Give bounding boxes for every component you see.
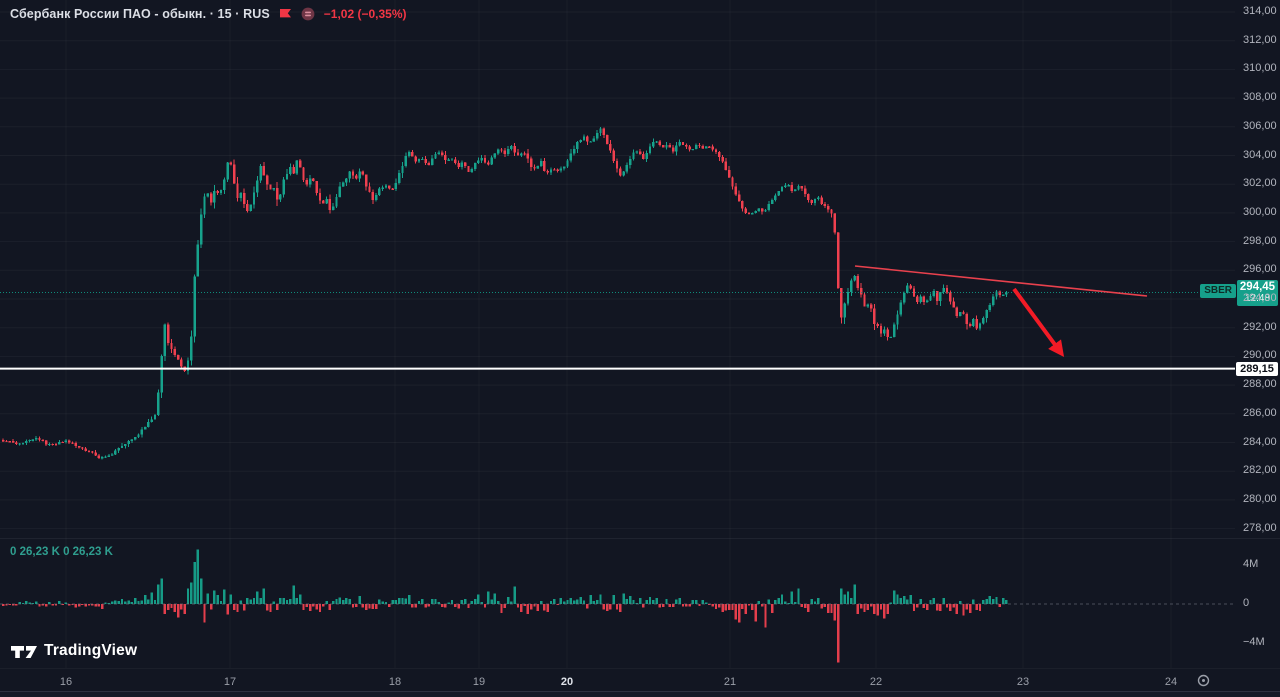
timezone-clock-icon[interactable] [1197, 674, 1210, 692]
price-tick-label: 296,00 [1243, 263, 1277, 276]
level-price-label: 289,15 [1236, 362, 1278, 376]
day-tick-label: 22 [869, 676, 883, 688]
symbol-title[interactable]: Сбербанк России ПАО - обыкн. · 15 · RUS [10, 7, 270, 21]
last-price-time: 12:48 [1244, 293, 1271, 304]
day-tick-label: 21 [723, 676, 737, 688]
price-tick-label: 286,00 [1243, 406, 1277, 419]
day-tick-label: 23 [1016, 676, 1030, 688]
volume-tick-label: 4M [1243, 558, 1259, 570]
bottom-border [0, 691, 1280, 692]
price-tick-label: 310,00 [1243, 62, 1277, 75]
last-price-value: 294,45 [1239, 281, 1276, 293]
downtrend-line[interactable] [854, 265, 1148, 297]
tradingview-logo[interactable]: TradingView [10, 642, 137, 660]
volume-indicator-values: 0 26,23 K 0 26,23 K [10, 546, 113, 558]
day-tick-label: 18 [388, 676, 402, 688]
price-tick-label: 282,00 [1243, 464, 1277, 477]
day-tick-label: 16 [59, 676, 73, 688]
overlay-drawings[interactable] [0, 265, 1235, 605]
tradingview-logo-text: TradingView [44, 642, 138, 659]
day-tick-label: 17 [223, 676, 237, 688]
price-tick-label: 284,00 [1243, 435, 1277, 448]
tradingview-logo-icon [11, 645, 37, 658]
symbol-price-tag: SBER [1200, 284, 1236, 298]
price-tick-label: 294,00 [1243, 292, 1277, 304]
volume-bars-layer [2, 549, 1008, 663]
day-tick-label: 24 [1164, 676, 1178, 688]
price-tick-label: 290,00 [1243, 349, 1277, 362]
price-tick-label: 288,00 [1243, 378, 1277, 391]
volume-tick-label: −4M [1243, 636, 1265, 648]
sell-arrow[interactable] [1012, 287, 1065, 357]
price-axis[interactable]: SBER 294,45 12:48 289,15 314,00 312,00 310… [1200, 0, 1280, 697]
last-price-label: 294,45 12:48 [1237, 280, 1278, 306]
price-tick-label: 300,00 [1243, 205, 1277, 218]
time-axis[interactable]: 16 17 18 19 20 21 22 23 24 [0, 668, 1280, 697]
price-tick-label: 306,00 [1243, 119, 1277, 132]
day-tick-label: 20 [560, 676, 574, 688]
exchange-badge-icon [301, 7, 315, 21]
price-tick-label: 278,00 [1243, 521, 1277, 534]
candles-layer [2, 127, 1008, 460]
pane-separator [0, 538, 1280, 539]
gridlines [0, 0, 1235, 668]
volume-tick-label: 0 [1243, 597, 1250, 609]
price-change: −1,02 (−0,35%) [323, 7, 407, 21]
price-tick-label: 304,00 [1243, 148, 1277, 161]
flag-icon[interactable] [279, 8, 292, 20]
chart-legend[interactable]: Сбербанк России ПАО - обыкн. · 15 · RUS … [10, 5, 407, 23]
price-tick-label: 314,00 [1243, 5, 1277, 17]
price-tick-label: 280,00 [1243, 492, 1277, 505]
price-tick-label: 308,00 [1243, 91, 1277, 104]
price-tick-label: 298,00 [1243, 234, 1277, 247]
price-tick-label: 302,00 [1243, 177, 1277, 190]
price-tick-label: 292,00 [1243, 320, 1277, 333]
day-tick-label: 19 [472, 676, 486, 688]
price-tick-label: 312,00 [1243, 33, 1277, 46]
bottom-strip [0, 692, 1280, 697]
